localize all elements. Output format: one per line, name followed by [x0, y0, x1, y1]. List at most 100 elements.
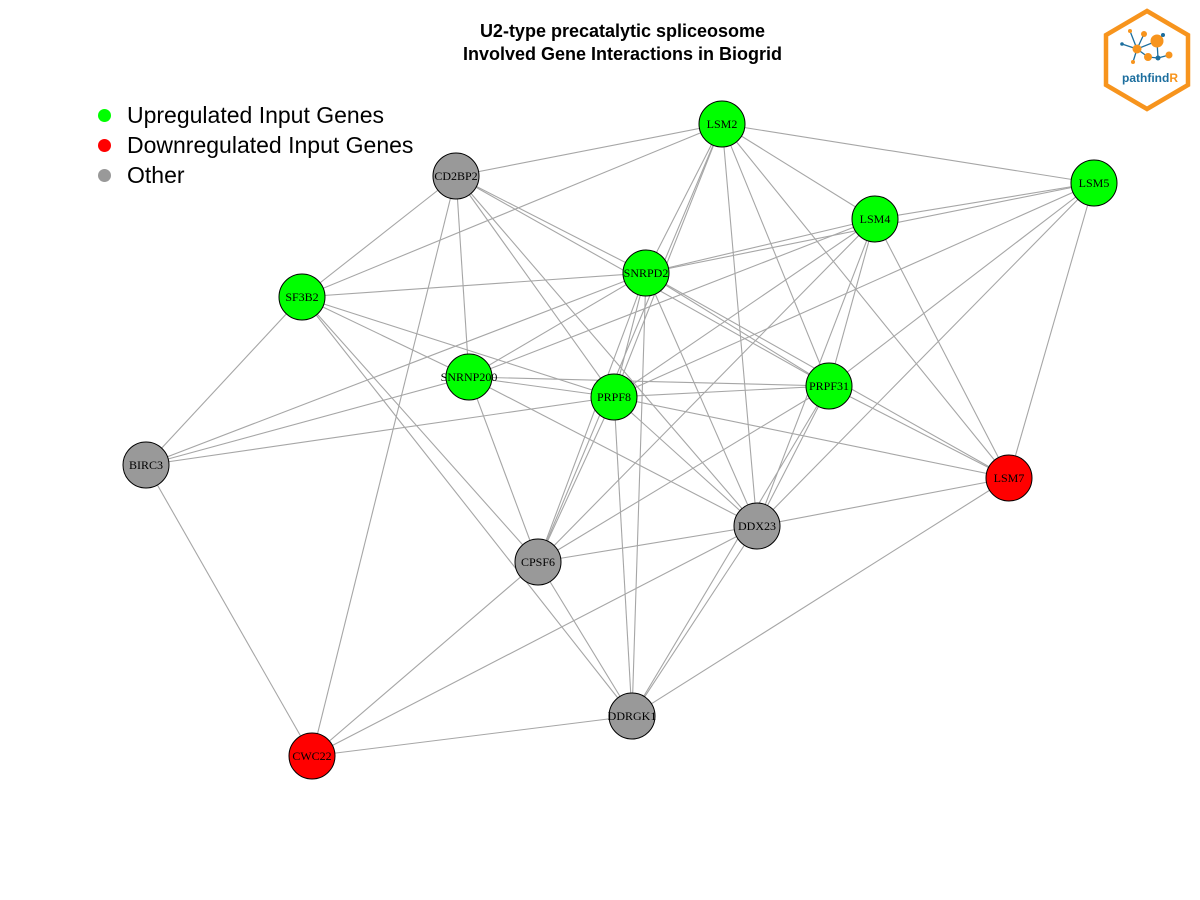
edge-lsm5-prpf8 [613, 182, 1095, 398]
legend-label-upregulated: Upregulated Input Genes [127, 101, 385, 128]
edge-lsm2-cpsf6 [537, 123, 723, 563]
edge-prpf8-ddx23 [613, 396, 758, 527]
node-circle [698, 100, 746, 148]
edge-snrnp200-birc3 [145, 376, 470, 466]
node-cpsf6: CPSF6 [514, 538, 562, 586]
logo-network-nodes-blue [1120, 33, 1165, 61]
node-ddx23: DDX23 [733, 502, 781, 550]
edge-snrpd2-sf3b2 [301, 272, 647, 298]
edge-prpf8-prpf31 [613, 385, 830, 398]
node-layer: LSM2 LSM5 LSM4 CD2BP2 SNRPD2 SF3B2 SNRNP200 PRP… [122, 100, 1118, 780]
node-cwc22: CWC22 [288, 732, 336, 780]
node-lsm5: LSM5 [1070, 159, 1118, 207]
node-circle [608, 692, 656, 740]
edge-snrnp200-cpsf6 [468, 376, 539, 563]
edge-lsm7-ddx23 [756, 477, 1010, 527]
edge-lsm2-cd2bp2 [455, 123, 723, 177]
logo-text-accent: R [1169, 71, 1178, 85]
edge-sf3b2-ddrgk1 [301, 296, 633, 717]
node-circle [432, 152, 480, 200]
node-label: LSM7 [994, 471, 1025, 485]
edge-snrnp200-prpf8 [468, 376, 615, 398]
node-snrpd2: SNRPD2 [622, 249, 670, 297]
node-ddrgk1: DDRGK1 [608, 692, 657, 740]
edge-lsm5-lsm4 [874, 182, 1095, 220]
legend-marker-upregulated [98, 108, 111, 122]
edge-snrnp200-prpf31 [468, 376, 830, 387]
node-circle [514, 538, 562, 586]
node-label: CD2BP2 [434, 169, 477, 183]
edge-prpf8-lsm7 [613, 396, 1010, 479]
node-circle [851, 195, 899, 243]
legend-item-other: Other [98, 160, 413, 190]
logo-network-nodes [1128, 29, 1173, 64]
node-circle [733, 502, 781, 550]
node-label: PRPF31 [809, 379, 849, 393]
node-label: SNRNP200 [441, 370, 498, 384]
edge-lsm2-lsm4 [721, 123, 876, 220]
edge-lsm2-lsm5 [721, 123, 1095, 184]
edge-cpsf6-cwc22 [311, 561, 539, 757]
node-label: DDRGK1 [608, 709, 657, 723]
node-label: BIRC3 [129, 458, 163, 472]
edge-prpf31-cpsf6 [537, 385, 830, 563]
edge-snrpd2-cpsf6 [537, 272, 647, 563]
edge-prpf31-ddx23 [756, 385, 830, 527]
edge-prpf8-cpsf6 [537, 396, 615, 563]
node-sf3b2: SF3B2 [278, 273, 326, 321]
edge-sf3b2-cpsf6 [301, 296, 539, 563]
node-label: CWC22 [292, 749, 331, 763]
edge-lsm2-prpf31 [721, 123, 830, 387]
node-circle [122, 441, 170, 489]
edge-snrnp200-ddx23 [468, 376, 758, 527]
edge-ddx23-ddrgk1 [631, 525, 758, 717]
edge-layer [145, 123, 1095, 757]
edge-lsm2-prpf8 [613, 123, 723, 398]
edge-lsm4-cpsf6 [537, 218, 876, 563]
node-lsm2: LSM2 [698, 100, 746, 148]
node-circle [985, 454, 1033, 502]
edge-prpf8-ddrgk1 [613, 396, 633, 717]
logo-text-main: pathfind [1122, 71, 1169, 85]
edge-cpsf6-ddrgk1 [537, 561, 633, 717]
node-cd2bp2: CD2BP2 [432, 152, 480, 200]
edge-lsm7-ddrgk1 [631, 477, 1010, 717]
edge-cd2bp2-prpf8 [455, 175, 615, 398]
edge-sf3b2-snrnp200 [301, 296, 470, 378]
edge-snrpd2-birc3 [145, 272, 647, 466]
node-circle [445, 353, 493, 401]
edge-cd2bp2-sf3b2 [301, 175, 457, 298]
edge-sf3b2-birc3 [145, 296, 303, 466]
edge-prpf8-birc3 [145, 396, 615, 466]
legend-label-downregulated: Downregulated Input Genes [127, 131, 414, 158]
node-circle [278, 273, 326, 321]
legend-marker-downregulated [98, 138, 111, 152]
diagram-title: U2-type precatalytic spliceosome Involve… [0, 20, 1200, 66]
node-circle [622, 249, 670, 297]
edge-ddx23-cwc22 [311, 525, 758, 757]
node-circle [805, 362, 853, 410]
pathfindr-logo: pathfindR [1103, 8, 1191, 112]
edge-ddrgk1-cwc22 [311, 715, 633, 757]
edge-prpf31-ddrgk1 [631, 385, 830, 717]
edge-cd2bp2-snrnp200 [455, 175, 470, 378]
edge-cd2bp2-ddx23 [455, 175, 758, 527]
node-snrnp200: SNRNP200 [441, 353, 498, 401]
logo-wordmark: pathfindR [1122, 71, 1178, 85]
legend: Upregulated Input Genes Downregulated In… [98, 100, 413, 190]
edge-lsm5-lsm7 [1008, 182, 1095, 479]
edge-snrpd2-ddrgk1 [631, 272, 647, 717]
edge-ddx23-cpsf6 [537, 525, 758, 563]
edge-sf3b2-prpf8 [301, 296, 615, 398]
edge-lsm2-ddx23 [721, 123, 758, 527]
node-circle [288, 732, 336, 780]
edge-birc3-cwc22 [145, 464, 313, 757]
node-prpf8: PRPF8 [590, 373, 638, 421]
node-label: SF3B2 [285, 290, 318, 304]
edge-lsm5-ddx23 [756, 182, 1095, 527]
node-label: CPSF6 [521, 555, 555, 569]
node-lsm4: LSM4 [851, 195, 899, 243]
legend-label-other: Other [127, 161, 185, 188]
node-birc3: BIRC3 [122, 441, 170, 489]
